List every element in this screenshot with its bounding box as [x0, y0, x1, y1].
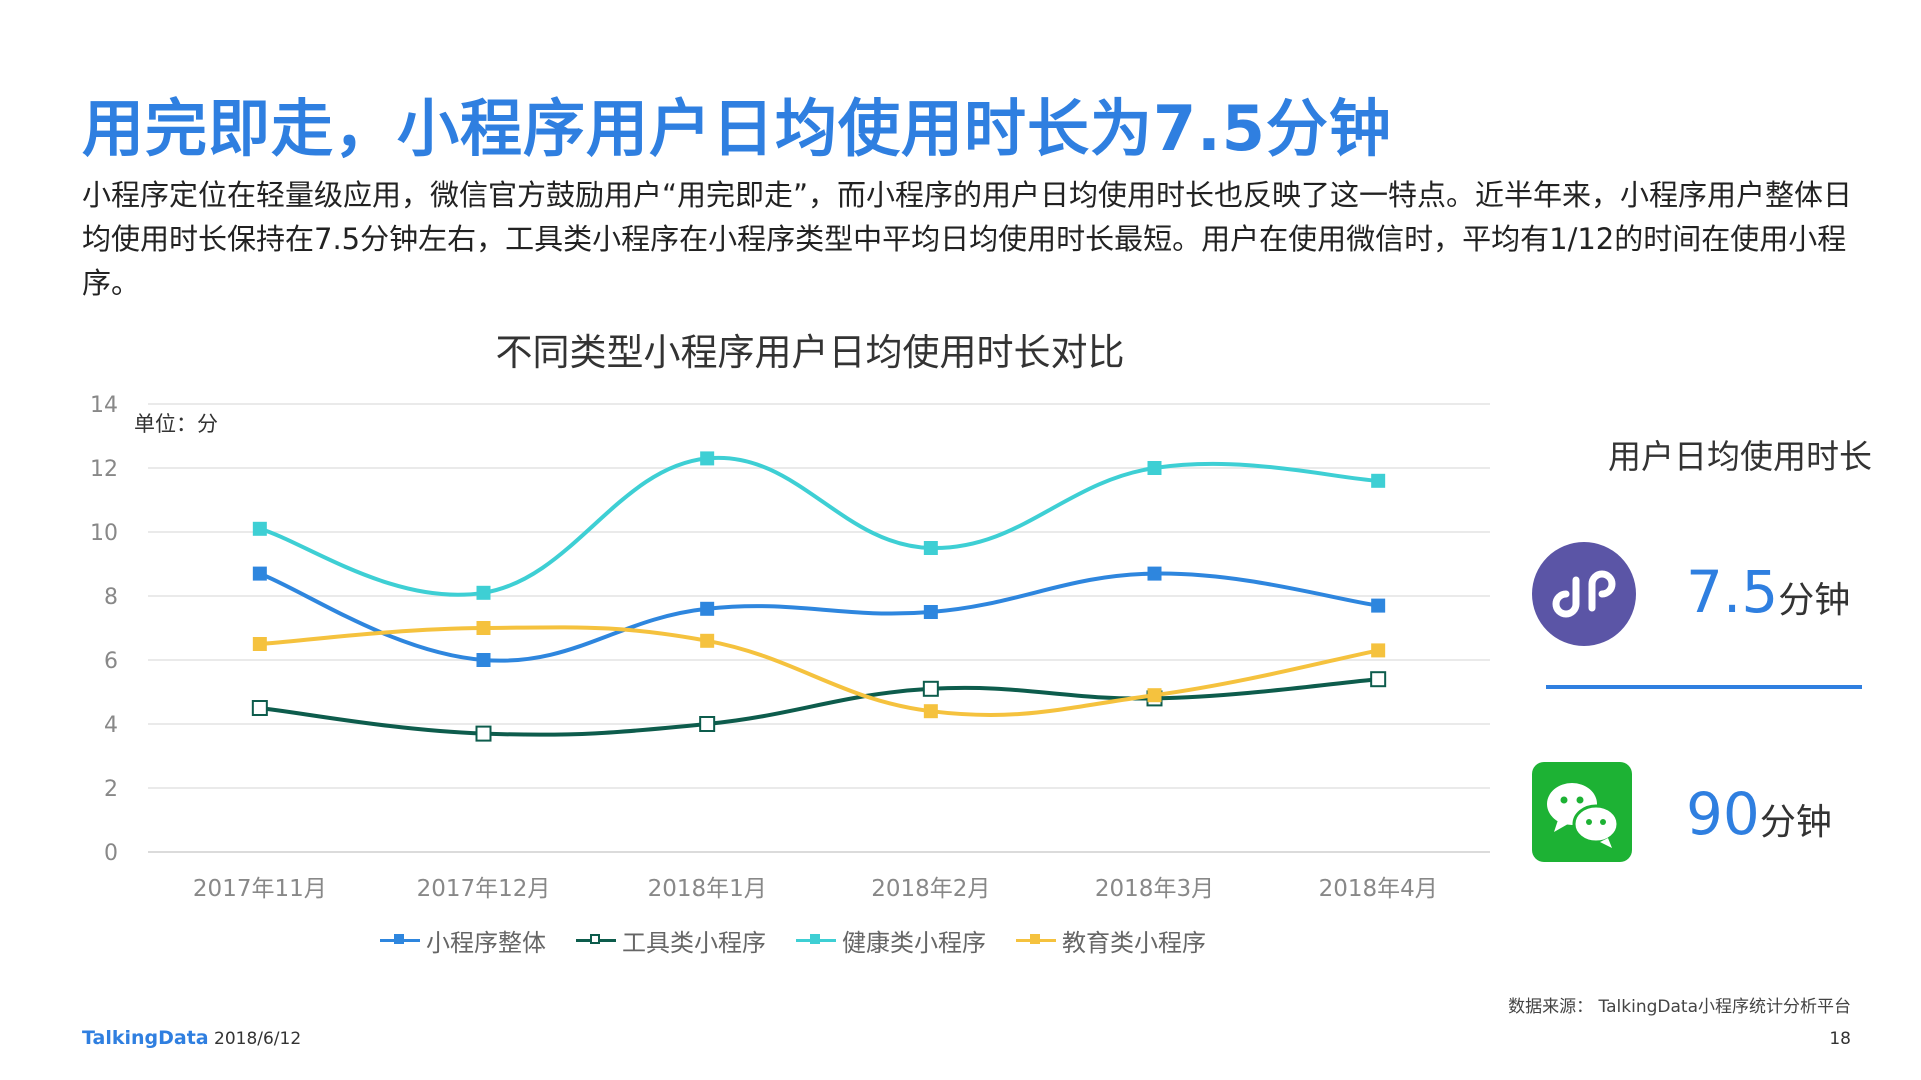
- y-tick-label: 6: [104, 649, 118, 674]
- wechat-duration: 90分钟: [1686, 780, 1832, 848]
- miniprogram-duration-value: 7.5: [1686, 558, 1779, 626]
- chart-gridlines: [148, 403, 1490, 853]
- data-point: [476, 621, 491, 635]
- data-point: [252, 566, 267, 581]
- data-point: [699, 716, 716, 732]
- series-line: [259, 625, 1379, 717]
- y-tick-label: 14: [90, 393, 118, 418]
- data-point: [1370, 671, 1387, 688]
- legend-swatch: [796, 933, 836, 947]
- x-tick-label: 2017年12月: [417, 876, 551, 902]
- legend-label: 教育类小程序: [1062, 928, 1206, 957]
- chart-legend: 小程序整体 工具类小程序 健康类小程序 教育类小程序: [380, 920, 1236, 960]
- series-line: [259, 455, 1379, 597]
- unit-label: 单位：分: [134, 412, 218, 436]
- chart-series: [251, 451, 1387, 742]
- data-point: [1147, 461, 1162, 475]
- y-tick-label: 2: [104, 777, 118, 802]
- series-line: [259, 677, 1379, 737]
- y-tick-label: 12: [90, 457, 118, 482]
- legend-item: 工具类小程序: [576, 923, 766, 958]
- legend-label: 工具类小程序: [622, 928, 766, 957]
- panel-divider: [1546, 685, 1862, 689]
- y-tick-label: 4: [104, 713, 118, 738]
- y-tick-label: 10: [90, 521, 118, 546]
- footer-date: 2018/6/12: [214, 1029, 302, 1049]
- miniprogram-duration: 7.5分钟: [1686, 558, 1850, 626]
- data-point: [252, 637, 267, 651]
- y-tick-label: 8: [104, 585, 118, 610]
- line-chart: 0 2 4 6 8 10 12 14 2017年11月 2017年12月 2018年1月 2018年…: [90, 393, 1490, 902]
- x-tick-label: 2018年2月: [871, 876, 990, 902]
- data-point: [700, 601, 715, 616]
- data-point: [923, 541, 938, 555]
- series-小程序整体: [252, 566, 1386, 667]
- data-point: [1147, 566, 1162, 581]
- footer-brand-logo: TalkingData: [82, 1027, 209, 1049]
- legend-item: 健康类小程序: [796, 923, 986, 958]
- data-point: [1147, 688, 1162, 703]
- data-point: [1371, 473, 1386, 488]
- x-tick-label: 2017年11月: [193, 876, 327, 902]
- data-point: [923, 704, 938, 719]
- legend-item: 教育类小程序: [1016, 923, 1206, 958]
- wechat-duration-unit: 分钟: [1759, 802, 1832, 843]
- wechat-duration-value: 90: [1686, 780, 1760, 848]
- y-axis-ticks: 0 2 4 6 8 10 12 14: [90, 393, 118, 866]
- data-point: [476, 653, 491, 667]
- x-tick-label: 2018年3月: [1095, 876, 1214, 902]
- data-source: 数据来源： TalkingData小程序统计分析平台: [1508, 997, 1851, 1017]
- data-point: [1371, 598, 1386, 613]
- wechat-icon: [1532, 762, 1632, 862]
- data-point: [476, 585, 491, 600]
- page-number: 18: [1829, 1029, 1851, 1049]
- legend-swatch: [576, 933, 616, 947]
- legend-swatch: [1016, 933, 1056, 947]
- series-line: [259, 571, 1379, 663]
- chart-title: 不同类型小程序用户日均使用时长对比: [495, 331, 1125, 374]
- data-point: [700, 633, 715, 648]
- series-教育类小程序: [252, 621, 1386, 719]
- data-point: [922, 680, 939, 697]
- legend-label: 小程序整体: [426, 928, 546, 957]
- x-axis-ticks: 2017年11月 2017年12月 2018年1月 2018年2月 2018年3月 201…: [193, 876, 1438, 902]
- series-工具类小程序: [251, 671, 1387, 742]
- panel-heading: 用户日均使用时长: [1608, 437, 1872, 476]
- data-point: [1371, 643, 1386, 658]
- data-point: [923, 605, 938, 619]
- legend-swatch: [380, 933, 420, 947]
- x-tick-label: 2018年4月: [1319, 876, 1438, 902]
- data-point: [475, 725, 492, 742]
- miniprogram-duration-unit: 分钟: [1778, 580, 1851, 621]
- mini-program-icon: [1532, 542, 1636, 646]
- data-point: [252, 521, 267, 536]
- data-point: [700, 451, 715, 466]
- x-tick-label: 2018年1月: [648, 876, 767, 902]
- page-description: 小程序定位在轻量级应用，微信官方鼓励用户“用完即走”，而小程序的用户日均使用时长…: [82, 178, 1853, 300]
- series-健康类小程序: [252, 451, 1386, 600]
- legend-label: 健康类小程序: [842, 928, 986, 957]
- data-point: [251, 700, 268, 716]
- y-tick-label: 0: [104, 841, 118, 866]
- legend-item: 小程序整体: [380, 923, 546, 958]
- page-title: 用完即走，小程序用户日均使用时长为7.5分钟: [82, 92, 1392, 165]
